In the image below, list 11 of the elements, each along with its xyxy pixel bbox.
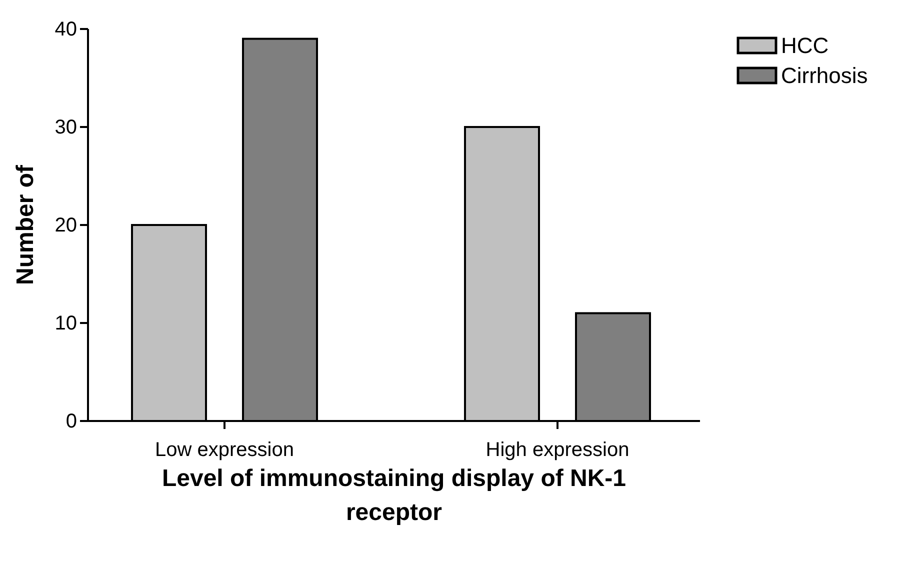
legend-label: Cirrhosis	[781, 63, 868, 88]
x-tick-label: High expression	[486, 439, 630, 461]
legend-label: HCC	[781, 33, 829, 58]
y-tick-label: 40	[54, 18, 77, 40]
y-axis-title: Number of	[12, 164, 39, 285]
y-tick-label: 30	[54, 116, 77, 138]
x-axis-title: Level of immunostaining display of NK-1 receptor	[162, 465, 626, 526]
y-tick-label: 20	[54, 214, 77, 236]
y-tick-label: 0	[66, 410, 77, 432]
x-tick-label: Low expression	[155, 439, 294, 461]
y-tick-label: 10	[54, 312, 77, 334]
